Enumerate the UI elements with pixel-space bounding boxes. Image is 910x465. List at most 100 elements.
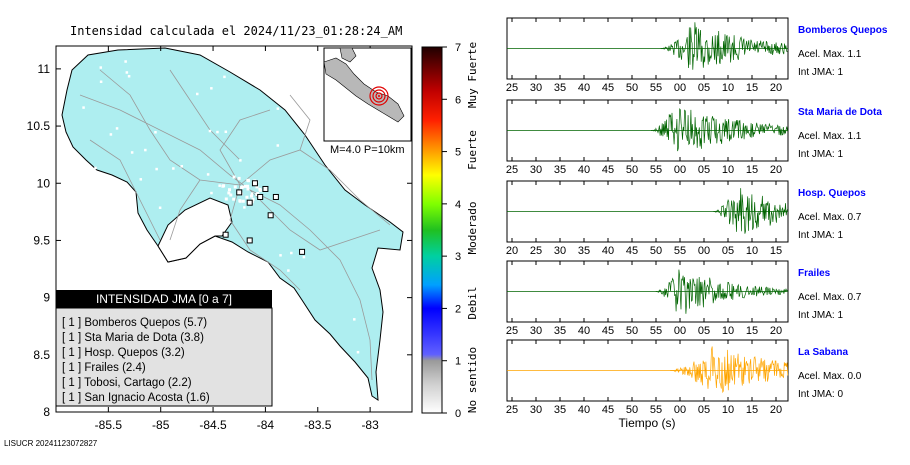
time-axis-label: Tiempo (s) [619,416,676,430]
settlement-dot [83,240,87,243]
settlement-dot [94,166,97,170]
trace-tick-label: 50 [626,325,638,337]
settlement-dot [77,286,81,290]
settlement-dot [180,165,184,168]
settlement-dot [302,255,306,259]
station-name: Sta Maria de Dota [798,107,882,118]
trace-tick-label: 35 [554,82,566,94]
station-name: Frailes [798,268,831,279]
station-name: La Sabana [798,347,848,358]
settlement-dot [250,192,254,195]
settlement-dot [243,184,247,188]
trace-tick-label: 25 [506,82,518,94]
trace-tick-label: 05 [698,82,710,94]
colorbar-tick-label: 4 [455,199,461,211]
settlement-dot [273,320,276,324]
colorbar: 0 1 2 3 4 5 6 7 No sentido Debil Moderado Fuerte Mu… [421,42,479,420]
seismogram-panel: 25 30 35 40 45 50 55 00 05 10 15 20 La Sabana Acel. M… [506,339,862,416]
settlement-dot [238,199,242,203]
station-marker [257,193,264,200]
legend-item: [ 1 ] Hosp. Quepos (3.2) [62,347,185,359]
trace-tick-label: 55 [674,245,686,257]
trace-tick-label: 10 [722,325,734,337]
trace-tick-label: 15 [770,245,782,257]
settlement-dot [224,130,228,134]
settlement-dot [312,100,315,104]
trace-tick-label: 45 [602,325,614,337]
trace-tick-label: 05 [698,325,710,337]
trace-tick-label: 15 [746,82,758,94]
station-markers [222,180,306,255]
trace-tick-label: 25 [506,164,518,176]
settlement-dot [207,211,211,215]
settlement-dot [353,318,356,321]
settlement-dot [158,206,162,209]
station-marker [222,231,229,238]
trace-tick-label: 30 [530,404,542,416]
settlement-dot [155,167,158,171]
trace-tick-label: 35 [554,404,566,416]
map-y-tick-label: 11 [38,62,51,76]
waveform [713,188,788,234]
inset-land-north [339,47,357,63]
accel-max: Acel. Max. 1.1 [798,131,862,142]
settlement-dot [276,144,280,147]
legend-item: [ 1 ] San Ignacio Acosta (1.6) [62,392,210,404]
colorbar-category-label: Moderado [466,202,479,255]
trace-tick-label: 25 [506,325,518,337]
trace-tick-label: 20 [506,245,518,257]
settlement-dot [241,67,244,70]
map-frame [55,45,413,413]
trace-tick-label: 00 [674,325,686,337]
trace-tick-label: 15 [746,164,758,176]
trace-tick-label: 55 [650,82,662,94]
settlement-dot [240,186,244,190]
station-name: Hosp. Quepos [798,188,866,199]
map-x-tick-label: -85 [152,418,170,432]
trace-tick-label: 10 [722,164,734,176]
settlement-dot [272,82,275,86]
trace-tick-label: 05 [698,164,710,176]
colorbar-tick-label: 5 [455,147,461,159]
settlement-dot [239,159,242,162]
settlement-dot [255,185,259,189]
waveform [655,269,788,314]
settlement-dot [99,80,103,84]
settlement-dot [125,71,129,74]
legend-item: [ 1 ] Tobosi, Cartago (2.2) [62,377,192,389]
station-marker [246,237,253,244]
trace-tick-label: 25 [530,245,542,257]
settlement-dot [144,148,147,152]
trace-tick-label: 05 [698,404,710,416]
settlement-dot [200,225,204,228]
seismogram-panel: 25 30 35 40 45 50 55 00 05 10 15 20 Bomberos Quepos A… [506,17,888,94]
trace-tick-label: 35 [554,164,566,176]
accel-max: Acel. Max. 1.1 [798,49,862,60]
waveform [660,22,788,70]
settlement-dot [216,130,219,134]
trace-tick-label: 05 [722,245,734,257]
station-marker [267,212,274,219]
settlement-dot [241,199,245,203]
trace-tick-label: 20 [770,325,782,337]
station-marker [262,185,269,192]
settlement-dot [229,193,233,197]
int-jma: Int JMA: 1 [798,310,843,321]
settlement-dot [206,208,209,212]
nicoya-gulf [157,197,233,263]
trace-tick-label: 15 [746,404,758,416]
map-x-tick-label: -83 [361,418,379,432]
accel-max: Acel. Max. 0.7 [798,212,862,223]
settlement-dot [206,173,210,176]
settlement-dot [332,350,336,354]
legend-header: INTENSIDAD JMA [0 a 7] [96,292,232,306]
colorbar-tick-label: 7 [455,42,461,54]
settlement-dot [111,193,114,196]
trace-tick-label: 25 [506,404,518,416]
settlement-dot [233,185,237,189]
int-jma: Int JMA: 1 [798,149,843,160]
settlement-dot [251,197,255,201]
settlement-dot [89,183,92,187]
settlement-dot [210,191,213,195]
settlement-dot [255,193,259,197]
